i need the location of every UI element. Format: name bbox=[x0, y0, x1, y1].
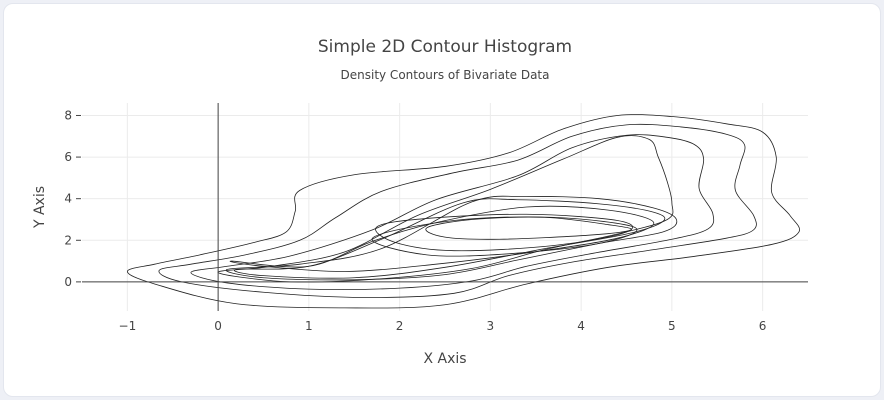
chart-title: Simple 2D Contour Histogram bbox=[318, 37, 572, 57]
grid bbox=[82, 103, 808, 311]
x-tick-label: 1 bbox=[305, 319, 313, 333]
y-axis-title: Y Axis bbox=[32, 186, 48, 229]
contour-level-8 bbox=[371, 216, 638, 257]
y-tick-label: 0 bbox=[64, 275, 72, 289]
x-tick-label: 2 bbox=[396, 319, 404, 333]
y-tick-label: 6 bbox=[64, 150, 72, 164]
axes bbox=[82, 103, 808, 311]
contour-level-5 bbox=[225, 195, 678, 281]
x-tick-labels: −1 0 1 2 3 4 5 6 bbox=[119, 319, 767, 333]
x-tick-label: 0 bbox=[214, 319, 222, 333]
x-tick-label: 5 bbox=[668, 319, 676, 333]
contour-level-3 bbox=[190, 134, 715, 290]
x-axis-title: X Axis bbox=[423, 351, 466, 367]
contours bbox=[126, 114, 800, 309]
contour-level-10 bbox=[425, 216, 632, 240]
chart-subtitle: Density Contours of Bivariate Data bbox=[341, 68, 550, 82]
y-tick-labels: 0 2 4 6 8 bbox=[64, 108, 81, 289]
x-tick-label: 3 bbox=[487, 319, 495, 333]
x-tick-label: 4 bbox=[577, 319, 585, 333]
contour-level-1 bbox=[126, 114, 800, 309]
x-tick-label: −1 bbox=[119, 319, 137, 333]
contour-level-2 bbox=[158, 123, 757, 298]
contour-level-9 bbox=[375, 213, 634, 252]
contour-level-7 bbox=[229, 205, 655, 272]
x-tick-label: 6 bbox=[759, 319, 767, 333]
y-tick-label: 4 bbox=[64, 192, 72, 206]
y-tick-label: 8 bbox=[64, 108, 72, 122]
contour-level-4 bbox=[217, 135, 674, 283]
chart-card bbox=[3, 3, 881, 397]
y-tick-label: 2 bbox=[64, 233, 72, 247]
